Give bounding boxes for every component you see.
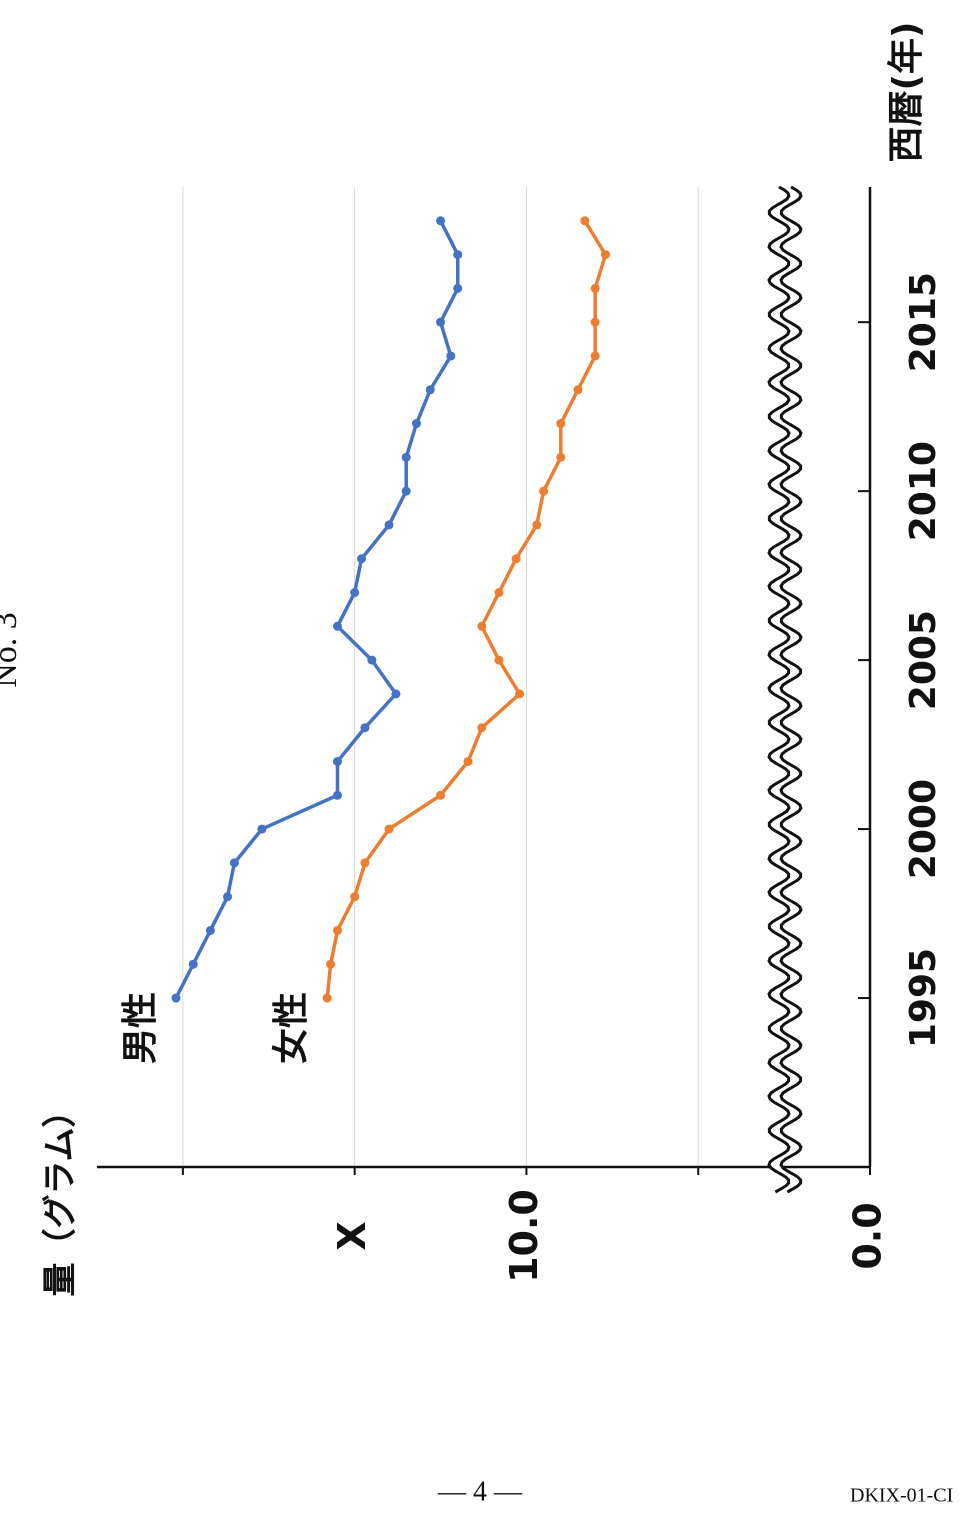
y-tick-label: X bbox=[330, 1221, 374, 1250]
data-point bbox=[600, 250, 610, 260]
data-point bbox=[350, 892, 360, 902]
data-point bbox=[332, 621, 342, 631]
y-tick-label: 10.0 bbox=[502, 1189, 546, 1283]
page-number: — 4 — bbox=[437, 1476, 523, 1507]
data-point bbox=[477, 621, 487, 631]
data-point bbox=[436, 317, 446, 327]
series-label: 男性 bbox=[120, 992, 161, 1064]
series-label: 女性 bbox=[271, 992, 312, 1064]
data-point bbox=[453, 250, 463, 260]
x-axis-title: 西暦(年) bbox=[886, 22, 927, 163]
data-point bbox=[360, 723, 370, 733]
data-point bbox=[384, 520, 394, 530]
data-point bbox=[332, 925, 342, 935]
data-point bbox=[322, 993, 332, 1003]
data-point bbox=[188, 959, 198, 969]
data-point bbox=[463, 756, 473, 766]
axis-break bbox=[767, 185, 791, 1194]
data-point bbox=[401, 486, 411, 496]
page-header: No. 3 bbox=[0, 612, 24, 688]
data-point bbox=[223, 892, 233, 902]
data-point bbox=[446, 351, 456, 361]
axis-break-fill bbox=[769, 187, 801, 1192]
data-point bbox=[494, 655, 504, 665]
data-point bbox=[590, 351, 600, 361]
data-point bbox=[539, 486, 549, 496]
data-point bbox=[205, 925, 215, 935]
data-point bbox=[556, 452, 566, 462]
data-point bbox=[391, 689, 401, 699]
data-point bbox=[580, 216, 590, 226]
data-point bbox=[360, 858, 370, 868]
y-tick-label: 0.0 bbox=[846, 1202, 890, 1269]
data-point bbox=[326, 959, 336, 969]
data-point bbox=[332, 756, 342, 766]
data-point bbox=[229, 858, 239, 868]
x-tick-label: 2000 bbox=[903, 779, 944, 879]
data-point bbox=[332, 790, 342, 800]
data-point bbox=[350, 588, 360, 598]
data-point bbox=[171, 993, 181, 1003]
data-point bbox=[384, 824, 394, 834]
data-point bbox=[367, 655, 377, 665]
x-tick-label: 2010 bbox=[903, 441, 944, 541]
data-point bbox=[532, 520, 542, 530]
data-point bbox=[425, 385, 435, 395]
x-tick-label: 2005 bbox=[903, 610, 944, 710]
data-point bbox=[477, 723, 487, 733]
data-point bbox=[357, 554, 367, 564]
data-point bbox=[453, 283, 463, 293]
doc-code: DKIX-01-CI bbox=[850, 1485, 953, 1507]
data-point bbox=[436, 790, 446, 800]
data-point bbox=[573, 385, 583, 395]
series-line bbox=[174, 220, 460, 999]
data-point bbox=[257, 824, 267, 834]
data-point bbox=[515, 689, 525, 699]
data-point bbox=[556, 419, 566, 429]
data-point bbox=[436, 216, 446, 226]
x-tick-label: 2015 bbox=[903, 272, 944, 372]
data-point bbox=[401, 452, 411, 462]
data-point bbox=[590, 283, 600, 293]
data-point bbox=[494, 588, 504, 598]
y-axis-title: 量（グラム） bbox=[41, 1094, 81, 1297]
x-tick-label: 1995 bbox=[903, 948, 944, 1048]
data-point bbox=[412, 419, 422, 429]
axis-break bbox=[779, 185, 803, 1194]
data-point bbox=[590, 317, 600, 327]
series-line bbox=[325, 219, 608, 999]
data-point bbox=[511, 554, 521, 564]
